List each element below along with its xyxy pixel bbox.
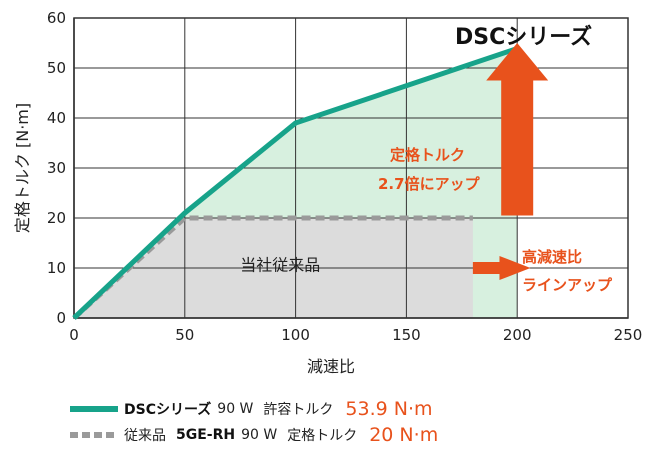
x-tick-label: 150 [392, 326, 421, 344]
x-tick-label: 0 [69, 326, 79, 344]
x-axis-title: 減速比 [307, 357, 355, 376]
annotation-line: 高減速比 [522, 248, 582, 266]
x-tick-label: 50 [175, 326, 194, 344]
x-tick-label: 100 [281, 326, 310, 344]
y-tick-label: 30 [47, 159, 66, 177]
y-tick-label: 0 [56, 309, 66, 327]
annotation-line: 2.7倍にアップ [378, 175, 481, 193]
y-tick-label: 20 [47, 209, 66, 227]
y-tick-label: 60 [47, 9, 66, 27]
chart-title: DSCシリーズ [455, 24, 592, 50]
plot-frame [73, 17, 629, 319]
annotation-line: ラインアップ [522, 276, 613, 294]
annotation-line: 定格トルク [390, 146, 465, 164]
series-line-dsc [72, 46, 518, 320]
region-label: 当社従来品 [240, 256, 320, 275]
x-tick-label: 200 [503, 326, 532, 344]
y-tick-label: 10 [47, 259, 66, 277]
y-axis-title: 定格トルク [N·m] [13, 103, 32, 233]
up-arrow-icon [486, 43, 549, 216]
x-tick-label: 250 [614, 326, 643, 344]
y-tick-label: 50 [47, 59, 66, 77]
plot-area: 0 50 100 150 200 250 0 10 20 30 40 50 60 減速比 定格トルク [N·… [13, 9, 642, 376]
right-arrow-icon [472, 256, 531, 280]
y-tick-label: 40 [47, 109, 66, 127]
